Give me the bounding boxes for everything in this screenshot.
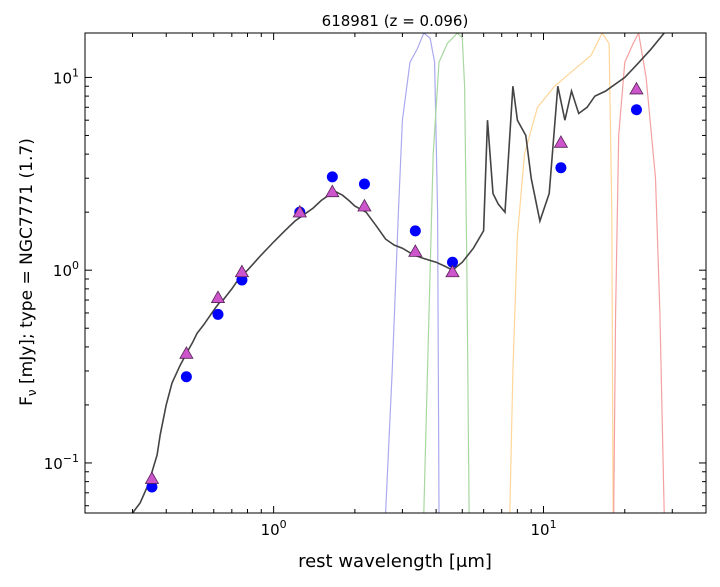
observed-point-8 <box>409 225 421 237</box>
x-tick-label-10: 101 <box>530 518 556 539</box>
observed-point-7 <box>358 178 370 190</box>
x-tick-label-1: 100 <box>261 518 287 539</box>
plot-content <box>131 33 665 513</box>
y-axis-label: Fν [mJy]; type = NGC7771 (1.7) <box>17 138 39 406</box>
model-point-6 <box>325 184 340 198</box>
model-point-9 <box>445 264 460 278</box>
filter-curve-4 <box>613 33 665 513</box>
model-point-1 <box>144 471 160 484</box>
svg-text:Fν [mJy]; type = NGC7771 (1.7: Fν [mJy]; type = NGC7771 (1.7) <box>17 138 39 406</box>
observed-point-6 <box>326 171 338 183</box>
model-point-7 <box>357 198 372 212</box>
y-tick-label-0.1: 10−1 <box>44 452 79 473</box>
observed-point-9 <box>447 256 459 268</box>
observed-point-10 <box>555 162 567 174</box>
filter-curve-1 <box>385 33 440 513</box>
observed-point-4 <box>236 274 248 286</box>
model-point-4 <box>234 264 250 278</box>
model-point-10 <box>553 135 569 148</box>
chart-title: 618981 (z = 0.096) <box>322 12 469 30</box>
y-tick-label-10: 101 <box>53 66 79 87</box>
observed-point-3 <box>212 308 224 320</box>
filter-curve-2 <box>423 33 470 513</box>
filter-curve-3 <box>509 33 614 513</box>
template-sed-line <box>131 33 665 513</box>
plot-area: 100 101 10−1 100 101 <box>44 32 707 539</box>
observed-point-1 <box>146 481 158 493</box>
model-point-3 <box>210 290 226 303</box>
model-point-11 <box>629 81 644 95</box>
axis-ticks <box>84 33 707 513</box>
model-point-8 <box>408 244 423 257</box>
y-tick-label-1: 100 <box>53 259 79 280</box>
observed-point-11 <box>630 104 642 116</box>
model-point-2 <box>179 346 194 359</box>
x-axis-label: rest wavelength [μm] <box>298 551 492 572</box>
model-point-5 <box>292 204 307 218</box>
plot-frame <box>84 32 707 514</box>
observed-point-2 <box>180 371 192 383</box>
